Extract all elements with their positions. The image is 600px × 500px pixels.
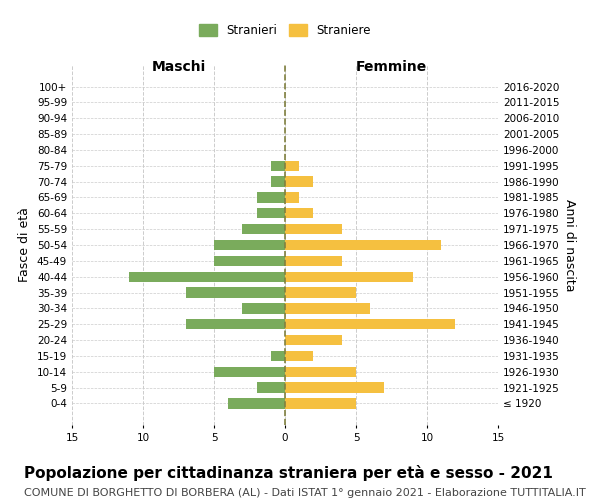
- Text: Femmine: Femmine: [356, 60, 427, 74]
- Bar: [285, 160, 299, 171]
- Bar: [242, 224, 285, 234]
- Y-axis label: Anni di nascita: Anni di nascita: [563, 198, 576, 291]
- Bar: [257, 382, 285, 393]
- Bar: [285, 319, 455, 330]
- Legend: Stranieri, Straniere: Stranieri, Straniere: [196, 20, 374, 40]
- Bar: [285, 382, 385, 393]
- Bar: [285, 208, 313, 218]
- Bar: [285, 398, 356, 408]
- Bar: [214, 256, 285, 266]
- Bar: [185, 319, 285, 330]
- Bar: [285, 366, 356, 377]
- Text: Maschi: Maschi: [151, 60, 206, 74]
- Bar: [214, 240, 285, 250]
- Bar: [228, 398, 285, 408]
- Bar: [285, 272, 413, 282]
- Y-axis label: Fasce di età: Fasce di età: [19, 208, 31, 282]
- Bar: [257, 192, 285, 202]
- Bar: [214, 366, 285, 377]
- Bar: [285, 176, 313, 187]
- Text: COMUNE DI BORGHETTO DI BORBERA (AL) - Dati ISTAT 1° gennaio 2021 - Elaborazione : COMUNE DI BORGHETTO DI BORBERA (AL) - Da…: [24, 488, 586, 498]
- Bar: [285, 192, 299, 202]
- Bar: [185, 288, 285, 298]
- Bar: [285, 303, 370, 314]
- Bar: [285, 256, 342, 266]
- Bar: [271, 160, 285, 171]
- Bar: [285, 335, 342, 345]
- Bar: [285, 224, 342, 234]
- Bar: [257, 208, 285, 218]
- Bar: [271, 176, 285, 187]
- Bar: [242, 303, 285, 314]
- Bar: [285, 240, 441, 250]
- Bar: [285, 351, 313, 361]
- Bar: [285, 288, 356, 298]
- Bar: [129, 272, 285, 282]
- Bar: [271, 351, 285, 361]
- Text: Popolazione per cittadinanza straniera per età e sesso - 2021: Popolazione per cittadinanza straniera p…: [24, 465, 553, 481]
